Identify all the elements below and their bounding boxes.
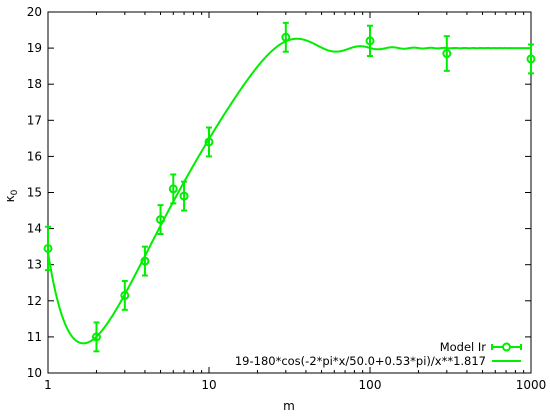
y-tick-label: 18 <box>27 77 42 91</box>
y-tick-label: 13 <box>27 258 42 272</box>
data-point <box>120 279 130 311</box>
x-tick-label: 1000 <box>516 378 547 392</box>
y-tick-label: 14 <box>27 222 42 236</box>
y-tick-label: 12 <box>27 294 42 308</box>
legend-entry-fit: 19-180*cos(-2*pi*x/50.0+0.53*pi)/x**1.81… <box>235 354 521 368</box>
y-tick-label: 11 <box>27 330 42 344</box>
data-point <box>442 35 452 72</box>
legend: Model Ir 19-180*cos(-2*pi*x/50.0+0.53*pi… <box>235 340 522 368</box>
x-tick-label: 10 <box>201 378 216 392</box>
axis-ticks <box>47 11 532 374</box>
data-marker <box>168 184 178 194</box>
data-marker <box>156 215 166 225</box>
data-marker <box>179 191 189 201</box>
y-axis-label-subscript: 0 <box>10 189 20 195</box>
data-point <box>43 225 53 272</box>
y-tick-label: 19 <box>27 41 42 55</box>
x-tick-label: 1 <box>44 378 52 392</box>
fit-line <box>48 37 531 345</box>
legend-entry-model-ir: Model Ir <box>440 340 522 354</box>
y-tick-label: 20 <box>27 5 42 19</box>
y-tick-label: 10 <box>27 366 42 380</box>
fit-curve <box>48 37 531 345</box>
y-tick-label: 16 <box>27 149 42 163</box>
y-axis-label-main: κ <box>3 195 17 202</box>
legend-label-fit: 19-180*cos(-2*pi*x/50.0+0.53*pi)/x**1.81… <box>235 354 486 368</box>
legend-symbol-model-ir <box>491 342 522 352</box>
x-tick-label: 100 <box>359 378 382 392</box>
data-marker <box>91 332 101 342</box>
data-point <box>365 24 375 58</box>
data-marker <box>120 290 130 300</box>
legend-label-model-ir: Model Ir <box>440 340 487 354</box>
data-point <box>281 21 291 53</box>
y-tick-label: 17 <box>27 113 42 127</box>
data-marker <box>281 32 291 42</box>
data-marker <box>140 256 150 266</box>
data-point <box>526 43 536 75</box>
y-axis-label: κ0 <box>3 189 20 202</box>
legend-marker <box>502 342 511 352</box>
plot-frame <box>47 11 532 374</box>
data-marker <box>442 49 452 59</box>
plot-border <box>47 11 532 374</box>
x-axis-label: m <box>283 399 295 413</box>
data-marker <box>204 137 214 147</box>
data-point <box>156 204 166 236</box>
data-point <box>179 180 189 212</box>
data-point <box>140 245 150 277</box>
data-points <box>43 21 536 353</box>
data-point <box>168 173 178 205</box>
data-point <box>91 321 101 353</box>
y-tick-label: 15 <box>27 186 42 200</box>
data-marker <box>365 36 375 46</box>
svg-text:κ0: κ0 <box>3 189 20 202</box>
data-marker <box>526 54 536 64</box>
data-marker <box>43 243 53 253</box>
data-point <box>204 126 214 158</box>
